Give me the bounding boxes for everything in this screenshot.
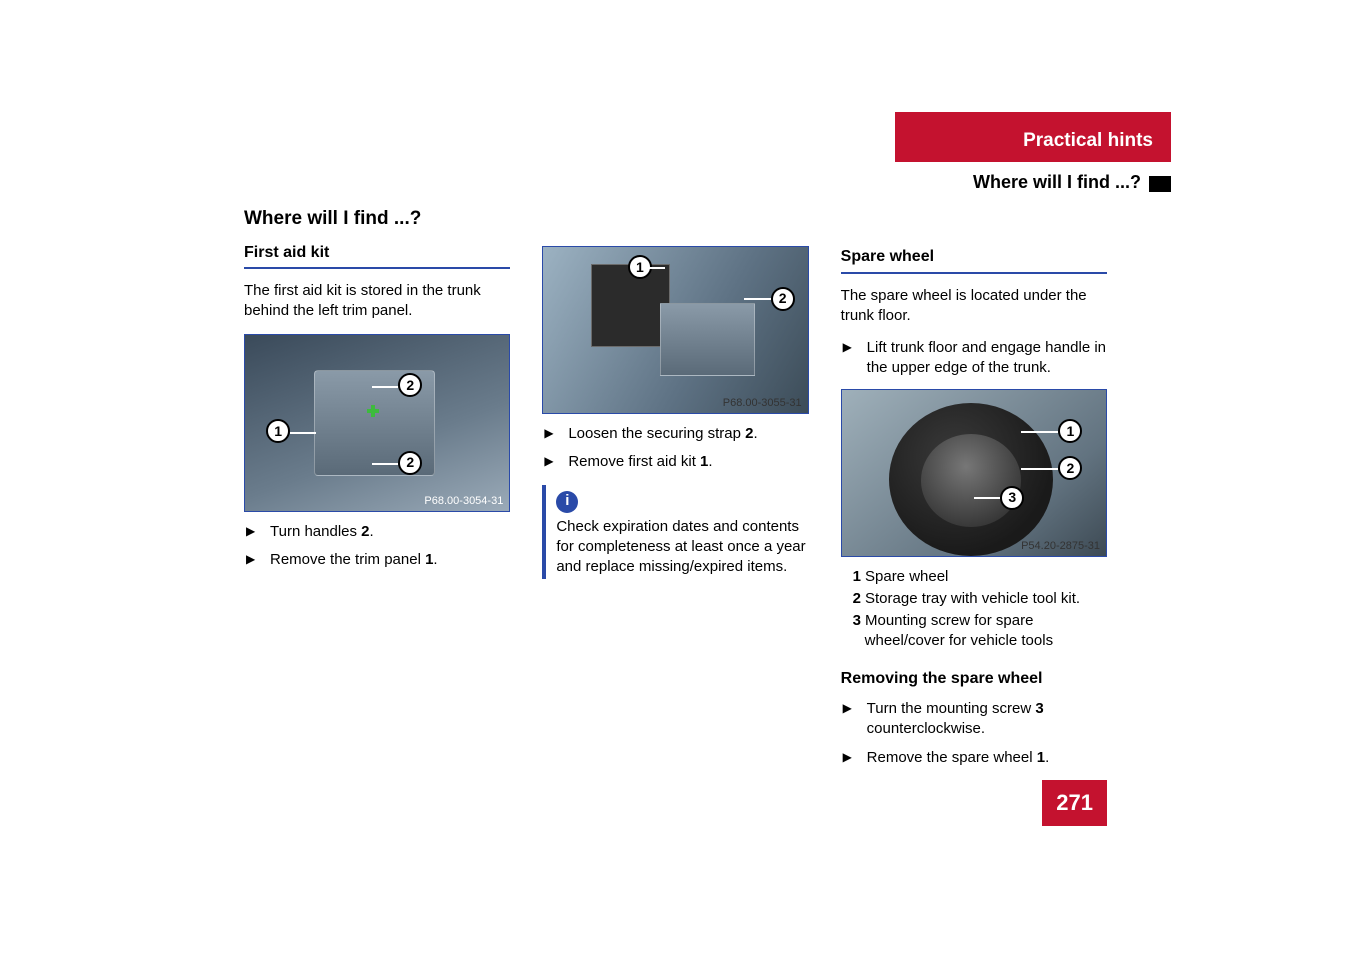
- rule: [244, 267, 510, 269]
- step-remove-wheel: Remove the spare wheel 1.: [841, 748, 1107, 768]
- callout-2a-line: [372, 386, 398, 388]
- note-text: Check expiration dates and contents for …: [556, 517, 808, 578]
- manual-page: Practical hints Where will I find ...? W…: [0, 0, 1351, 954]
- figure-legend: 1Spare wheel 2Storage tray with vehicle …: [841, 567, 1107, 652]
- tab-marker: [1149, 176, 1171, 192]
- column-2: 1 2 P68.00-3055-31 Loosen the securing s…: [542, 206, 808, 776]
- first-aid-kit-heading: First aid kit: [244, 242, 510, 264]
- callout-wheel-3-line: [974, 497, 1000, 499]
- wheel-hub-shape: [921, 434, 1021, 527]
- first-aid-cross-icon: [367, 405, 379, 417]
- chapter-header: Practical hints: [895, 112, 1171, 162]
- section-title-top: Where will I find ...?: [973, 172, 1141, 192]
- legend-3: 3Mounting screw for spare wheel/cover fo…: [841, 611, 1107, 652]
- rule-3: [841, 272, 1107, 274]
- step-loosen-strap: Loosen the securing strap 2.: [542, 424, 808, 444]
- figure-id-1: P68.00-3054-31: [424, 494, 503, 509]
- figure-id-2: P68.00-3055-31: [723, 396, 802, 411]
- step-remove-kit: Remove first aid kit 1.: [542, 452, 808, 472]
- step-remove-panel: Remove the trim panel 1.: [244, 550, 510, 570]
- callout-wheel-1-line: [1021, 431, 1058, 433]
- content-columns: Where will I find ...? First aid kit The…: [244, 206, 1107, 776]
- callout-kit-2-line: [744, 298, 770, 300]
- callout-kit-2: 2: [771, 287, 795, 311]
- col3-intro-step: Lift trunk floor and engage handle in th…: [841, 338, 1107, 379]
- column-1: Where will I find ...? First aid kit The…: [244, 206, 510, 776]
- col2-steps: Loosen the securing strap 2. Remove firs…: [542, 424, 808, 473]
- compartment-shape: [660, 303, 755, 376]
- callout-wheel-2-line: [1021, 468, 1058, 470]
- page-number: 271: [1042, 780, 1107, 826]
- figure-id-3: P54.20-2875-31: [1021, 539, 1100, 554]
- step-turn-handles: Turn handles 2.: [244, 522, 510, 542]
- page-section-title: Where will I find ...?: [244, 206, 510, 232]
- step-lift-floor: Lift trunk floor and engage handle in th…: [841, 338, 1107, 379]
- column-3: Spare wheel The spare wheel is located u…: [841, 206, 1107, 776]
- step-turn-screw: Turn the mounting screw 3 counterclockwi…: [841, 699, 1107, 740]
- col3-steps: Turn the mounting screw 3 counterclockwi…: [841, 699, 1107, 768]
- chapter-title: Practical hints: [1023, 128, 1153, 154]
- info-icon: i: [556, 491, 578, 513]
- first-aid-box-shape: [591, 264, 670, 347]
- legend-2: 2Storage tray with vehicle tool kit.: [841, 589, 1107, 609]
- callout-2b-line: [372, 463, 398, 465]
- section-header: Where will I find ...?: [895, 170, 1171, 194]
- legend-1: 1Spare wheel: [841, 567, 1107, 587]
- callout-1-line: [290, 432, 316, 434]
- spare-wheel-heading: Spare wheel: [841, 246, 1107, 268]
- info-note: i Check expiration dates and contents fo…: [542, 485, 808, 580]
- callout-wheel-3: 3: [1000, 486, 1024, 510]
- figure-spare-wheel: 1 2 3 P54.20-2875-31: [841, 389, 1107, 557]
- first-aid-intro: The first aid kit is stored in the trunk…: [244, 281, 510, 322]
- figure-first-aid-kit: 1 2 P68.00-3055-31: [542, 246, 808, 414]
- col1-steps: Turn handles 2. Remove the trim panel 1.: [244, 522, 510, 571]
- callout-kit-1-line: [649, 267, 665, 269]
- figure-first-aid-panel: 1 2 2 P68.00-3054-31: [244, 334, 510, 512]
- spare-wheel-intro: The spare wheel is located under the tru…: [841, 286, 1107, 327]
- removing-spare-heading: Removing the spare wheel: [841, 668, 1107, 690]
